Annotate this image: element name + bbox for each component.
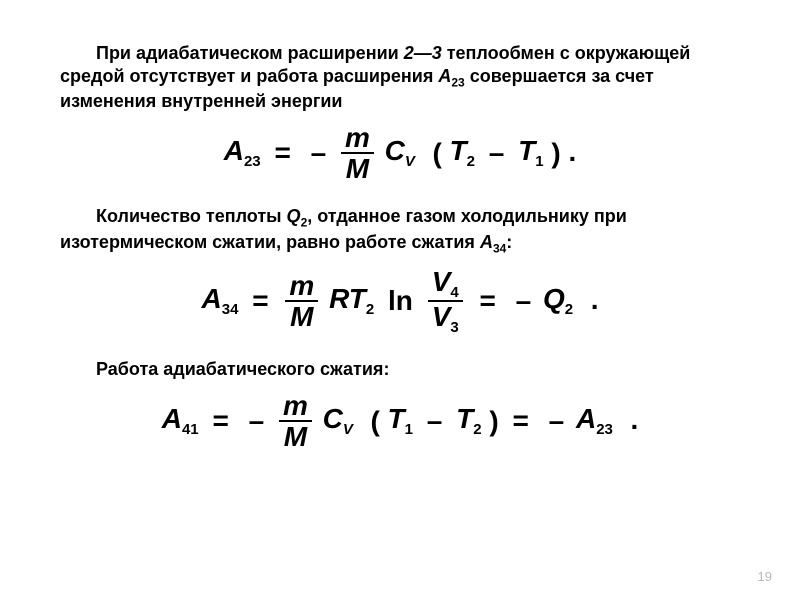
p3-text: Работа адиабатического сжатия: (96, 359, 389, 379)
eq3-equals: = (206, 405, 234, 436)
eq2-sub34: 34 (222, 301, 239, 318)
p2-text-a: Количество теплоты (96, 206, 287, 226)
eq3-M: M (279, 422, 312, 451)
eq2-frac-mM: m M (285, 271, 318, 332)
eq3-A23sub: 23 (596, 421, 613, 438)
eq3-rparen: ) (489, 405, 498, 436)
eq1-minus: – (305, 137, 331, 168)
eq1-subV: V (405, 153, 415, 170)
equation-a34: A34 = m M RT2 ln V4 V3 = – Q2 . (60, 267, 740, 337)
eq2-V3: V (432, 301, 451, 332)
eq1-minus2: – (483, 137, 511, 168)
eq1-M: M (341, 154, 374, 183)
eq3-C: C (323, 403, 343, 434)
eq2-minus: – (510, 285, 536, 316)
eq3-equals2: = (506, 405, 534, 436)
eq2-Q: Q (543, 283, 565, 314)
slide: При адиабатическом расширении 2—3 теплоо… (0, 0, 800, 600)
eq2-equals: = (246, 285, 274, 316)
eq2-m: m (285, 271, 318, 302)
p1-text-a: При адиабатическом расширении (96, 43, 404, 63)
p2-Q: Q (287, 206, 301, 226)
eq1-rparen: ) (551, 137, 560, 168)
eq2-V4sub: 4 (450, 284, 458, 301)
eq3-minus3: – (543, 405, 569, 436)
page-number: 19 (758, 569, 772, 584)
eq1-period: . (568, 135, 576, 166)
p2-A: A (480, 232, 493, 252)
eq1-T1sub: 1 (535, 153, 543, 170)
eq1-T2sub: 2 (467, 153, 475, 170)
p1-sub23: 23 (451, 75, 464, 89)
eq1-A: A (224, 135, 244, 166)
eq2-M: M (285, 302, 318, 331)
equation-a41: A41 = – m M CV ( T1 – T2 ) = – A23 . (60, 391, 740, 452)
eq2-T2sub: 2 (366, 301, 374, 318)
p1-range: 2—3 (404, 43, 442, 63)
eq1-lparen: ( (432, 137, 441, 168)
eq3-sub41: 41 (182, 421, 199, 438)
p1-A: A (438, 66, 451, 86)
eq2-R: R (329, 283, 349, 314)
eq1-m: m (341, 123, 374, 154)
eq3-minus2: – (421, 405, 449, 436)
eq3-frac-mM: m M (279, 391, 312, 452)
paragraph-2: Количество теплоты Q2, отданное газом хо… (60, 205, 740, 256)
eq3-A23: A (576, 403, 596, 434)
eq3-T1sub: 1 (405, 421, 413, 438)
eq1-sub23: 23 (244, 153, 261, 170)
eq1-equals: = (268, 137, 296, 168)
paragraph-1: При адиабатическом расширении 2—3 теплоо… (60, 42, 740, 113)
eq2-A: A (202, 283, 222, 314)
eq3-m: m (279, 391, 312, 422)
eq1-T1: T (518, 135, 535, 166)
eq2-equals2: = (474, 285, 502, 316)
eq3-lparen: ( (370, 405, 379, 436)
equation-a23: A23 = – m M CV ( T2 – T1 ) . (60, 123, 740, 184)
eq2-V4: V (432, 266, 451, 297)
eq2-ln: ln (382, 285, 417, 316)
eq2-frac-V: V4 V3 (428, 267, 463, 337)
eq2-T: T (349, 283, 366, 314)
eq2-period: . (591, 284, 599, 315)
eq3-A: A (162, 403, 182, 434)
eq3-T2sub: 2 (473, 421, 481, 438)
eq3-period: . (630, 403, 638, 434)
eq1-C: C (385, 135, 405, 166)
eq3-minus: – (243, 405, 269, 436)
p2-sub34: 34 (493, 242, 506, 256)
eq2-Q2sub: 2 (565, 301, 573, 318)
eq1-T2: T (450, 135, 467, 166)
eq1-frac-mM: m M (341, 123, 374, 184)
eq2-V3sub: 3 (450, 319, 458, 336)
eq3-T2: T (456, 403, 473, 434)
p2-text-c: : (506, 232, 512, 252)
paragraph-3: Работа адиабатического сжатия: (60, 358, 740, 381)
eq3-subV: V (343, 421, 353, 438)
eq3-T1: T (388, 403, 405, 434)
